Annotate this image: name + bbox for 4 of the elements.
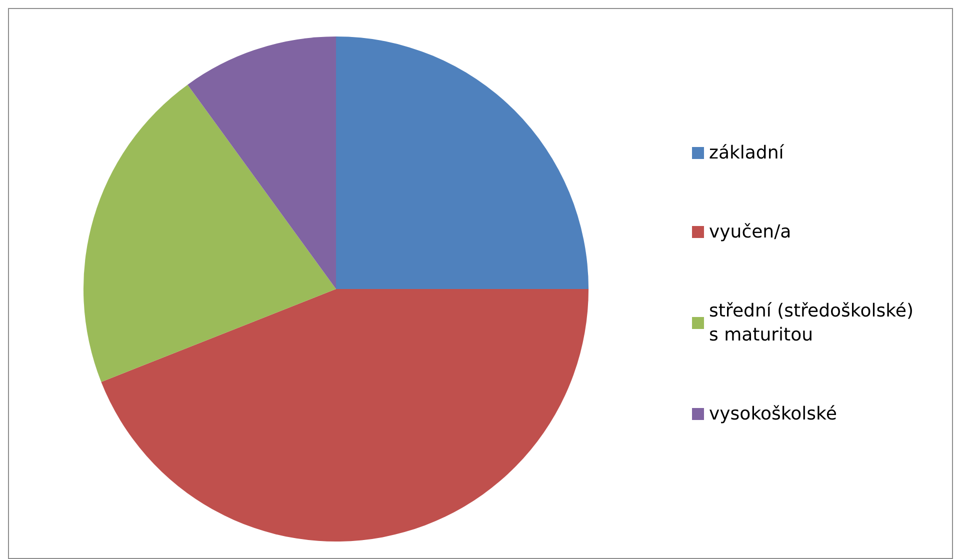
legend-label: střední (středoškolské) s maturitou [709, 300, 920, 346]
legend-label: základní [709, 142, 785, 164]
legend-label: vysokoškolské [709, 404, 837, 424]
legend-label: vyučen/a [709, 222, 792, 242]
